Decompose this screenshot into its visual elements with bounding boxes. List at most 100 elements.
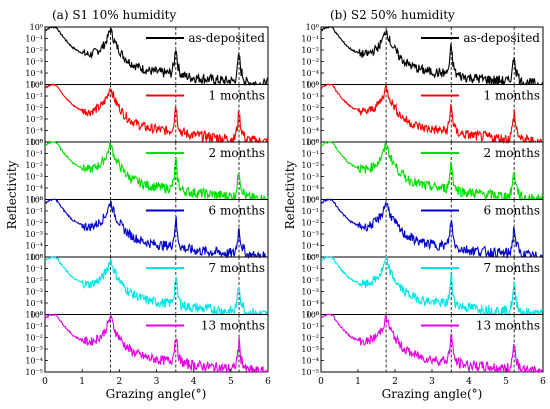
legend-label: 2 months [484,146,541,160]
subplot: 10⁰ 10⁻¹ 10⁻² 10⁻³ 10⁻⁴ 10⁻⁵ 6 months [25,196,269,262]
legend-label: 1 months [209,89,266,103]
y-tick-label: 10⁻⁴ [301,299,319,308]
y-tick-label: 10⁻⁵ [25,196,43,205]
x-tick-label: 0 [42,377,48,387]
subplot: 10⁰ 10⁻¹ 10⁻² 10⁻³ 10⁻⁴ 10⁻⁵ 13 months [25,311,269,377]
legend-label: 7 months [209,261,266,275]
subplot: 10⁰ 10⁻¹ 10⁻² 10⁻³ 10⁻⁴ 10⁻⁵ 2 months [301,138,544,205]
y-tick-label: 10⁻² [301,46,319,55]
y-tick-label: 10⁻¹ [301,35,319,44]
y-tick-label: 10⁻³ [25,115,43,124]
y-tick-label: 10⁻⁴ [25,69,43,78]
y-tick-label: 10⁻² [301,276,319,285]
legend-label: 1 months [484,89,541,103]
y-tick-label: 10⁻² [25,104,43,113]
y-tick-label: 10⁻² [25,276,43,285]
y-tick-label: 10⁻⁵ [301,138,319,147]
y-tick-label: 10⁻⁵ [301,368,319,377]
panel-a-subplots: 10⁰10⁻¹10⁻²10⁻³10⁻⁴10⁻⁵as-deposited10⁰10… [25,23,269,377]
series-line [44,25,269,87]
panel-a-x-ticks: 0 1 2 3 4 5 6 [42,369,271,387]
y-tick-label: 10⁻³ [301,115,319,124]
y-tick-label: 10⁻³ [301,288,319,297]
y-tick-label: 10⁻⁴ [301,127,319,136]
subplot: 10⁰ 10⁻¹ 10⁻² 10⁻³ 10⁻⁴ 10⁻⁵ 1 months [301,81,544,147]
y-tick-label: 10⁻² [301,161,319,170]
y-tick-label: 10⁰ [30,138,43,147]
y-tick-label: 10⁰ [306,81,319,90]
panel-b-title: (b) S2 50% humidity [330,8,455,22]
y-tick-label: 10⁰ [30,196,43,205]
y-tick-label: 10⁻⁴ [25,127,43,136]
series-line [44,83,269,144]
y-tick-label: 10⁻⁴ [25,299,43,308]
y-tick-label: 10⁰ [30,311,43,320]
y-tick-label: 10⁻¹ [301,92,319,101]
y-tick-label: 10⁻³ [301,173,319,182]
y-tick-label: 10⁰ [306,196,319,205]
x-tick-label: 4 [191,377,197,387]
series-line [44,255,269,317]
x-tick-label: 3 [429,377,435,387]
x-tick-label: 6 [540,377,546,387]
y-tick-label: 10⁻¹ [25,322,43,331]
panel-b-y-axis-label: Reflectivity [283,160,297,229]
subplot: 10⁰ 10⁻¹ 10⁻² 10⁻³ 10⁻⁴ 10⁻⁵ 2 months [25,138,269,205]
y-tick-label: 10⁻¹ [25,92,43,101]
y-tick-label: 10⁻⁴ [301,242,319,251]
panel-b-x-ticks: 0 1 2 3 4 5 6 [318,369,546,387]
y-tick-label: 10⁻⁵ [25,368,43,377]
series-line [320,141,544,202]
subplot: 10⁰ 10⁻¹ 10⁻² 10⁻³ 10⁻⁴ 10⁻⁵ 7 months [25,253,269,320]
y-tick-label: 10⁰ [30,81,43,90]
y-tick-label: 10⁻³ [301,230,319,239]
y-tick-label: 10⁻² [25,219,43,228]
legend-label: 7 months [484,261,541,275]
panel-b: (b) S2 50% humidity Reflectivity Grazing… [283,8,546,401]
y-tick-label: 10⁻¹ [301,322,319,331]
panel-a-title: (a) S1 10% humidity [52,8,177,22]
y-tick-label: 10⁻¹ [25,265,43,274]
y-tick-label: 10⁻² [301,219,319,228]
y-tick-label: 10⁻³ [301,58,319,67]
y-tick-label: 10⁻³ [25,58,43,67]
y-tick-label: 10⁻⁴ [301,357,319,366]
series-line [320,25,544,87]
y-tick-label: 10⁰ [306,23,319,32]
legend-label: 2 months [209,146,266,160]
y-tick-label: 10⁻⁵ [301,253,319,262]
y-tick-label: 10⁻⁵ [25,311,43,320]
subplot: 10⁰ 10⁻¹ 10⁻² 10⁻³ 10⁻⁴ 10⁻⁵ as-deposited [25,23,269,90]
x-tick-label: 6 [265,377,271,387]
y-tick-label: 10⁻⁵ [25,81,43,90]
panel-a-x-axis-label: Grazing angle(°) [106,387,207,401]
y-tick-label: 10⁻⁴ [25,184,43,193]
legend-label: 13 months [476,319,540,333]
y-tick-label: 10⁻² [25,161,43,170]
subplot: 10⁰ 10⁻¹ 10⁻² 10⁻³ 10⁻⁴ 10⁻⁵ 13 months [301,311,544,377]
x-tick-label: 4 [466,377,472,387]
legend-label: 13 months [201,319,265,333]
subplot: 10⁰ 10⁻¹ 10⁻² 10⁻³ 10⁻⁴ 10⁻⁵ as-deposited [301,23,544,90]
y-tick-label: 10⁰ [30,23,43,32]
y-tick-label: 10⁻⁴ [301,69,319,78]
legend-label: as-deposited [463,31,540,45]
subplot: 10⁰ 10⁻¹ 10⁻² 10⁻³ 10⁻⁴ 10⁻⁵ 7 months [301,253,544,320]
x-tick-label: 5 [228,377,234,387]
y-tick-label: 10⁻³ [301,345,319,354]
y-tick-label: 10⁻³ [25,230,43,239]
series-line [320,198,544,259]
legend-label: as-deposited [188,31,265,45]
y-tick-label: 10⁻² [301,334,319,343]
x-tick-label: 1 [79,377,85,387]
y-tick-label: 10⁻² [301,104,319,113]
x-tick-label: 2 [392,377,398,387]
y-tick-label: 10⁻² [25,46,43,55]
y-tick-label: 10⁰ [306,138,319,147]
y-tick-label: 10⁻³ [25,345,43,354]
panel-a: (a) S1 10% humidity Reflectivity Grazing… [5,8,271,401]
series-line [320,83,543,145]
y-tick-label: 10⁻⁵ [301,311,319,320]
y-tick-label: 10⁻⁵ [25,253,43,262]
